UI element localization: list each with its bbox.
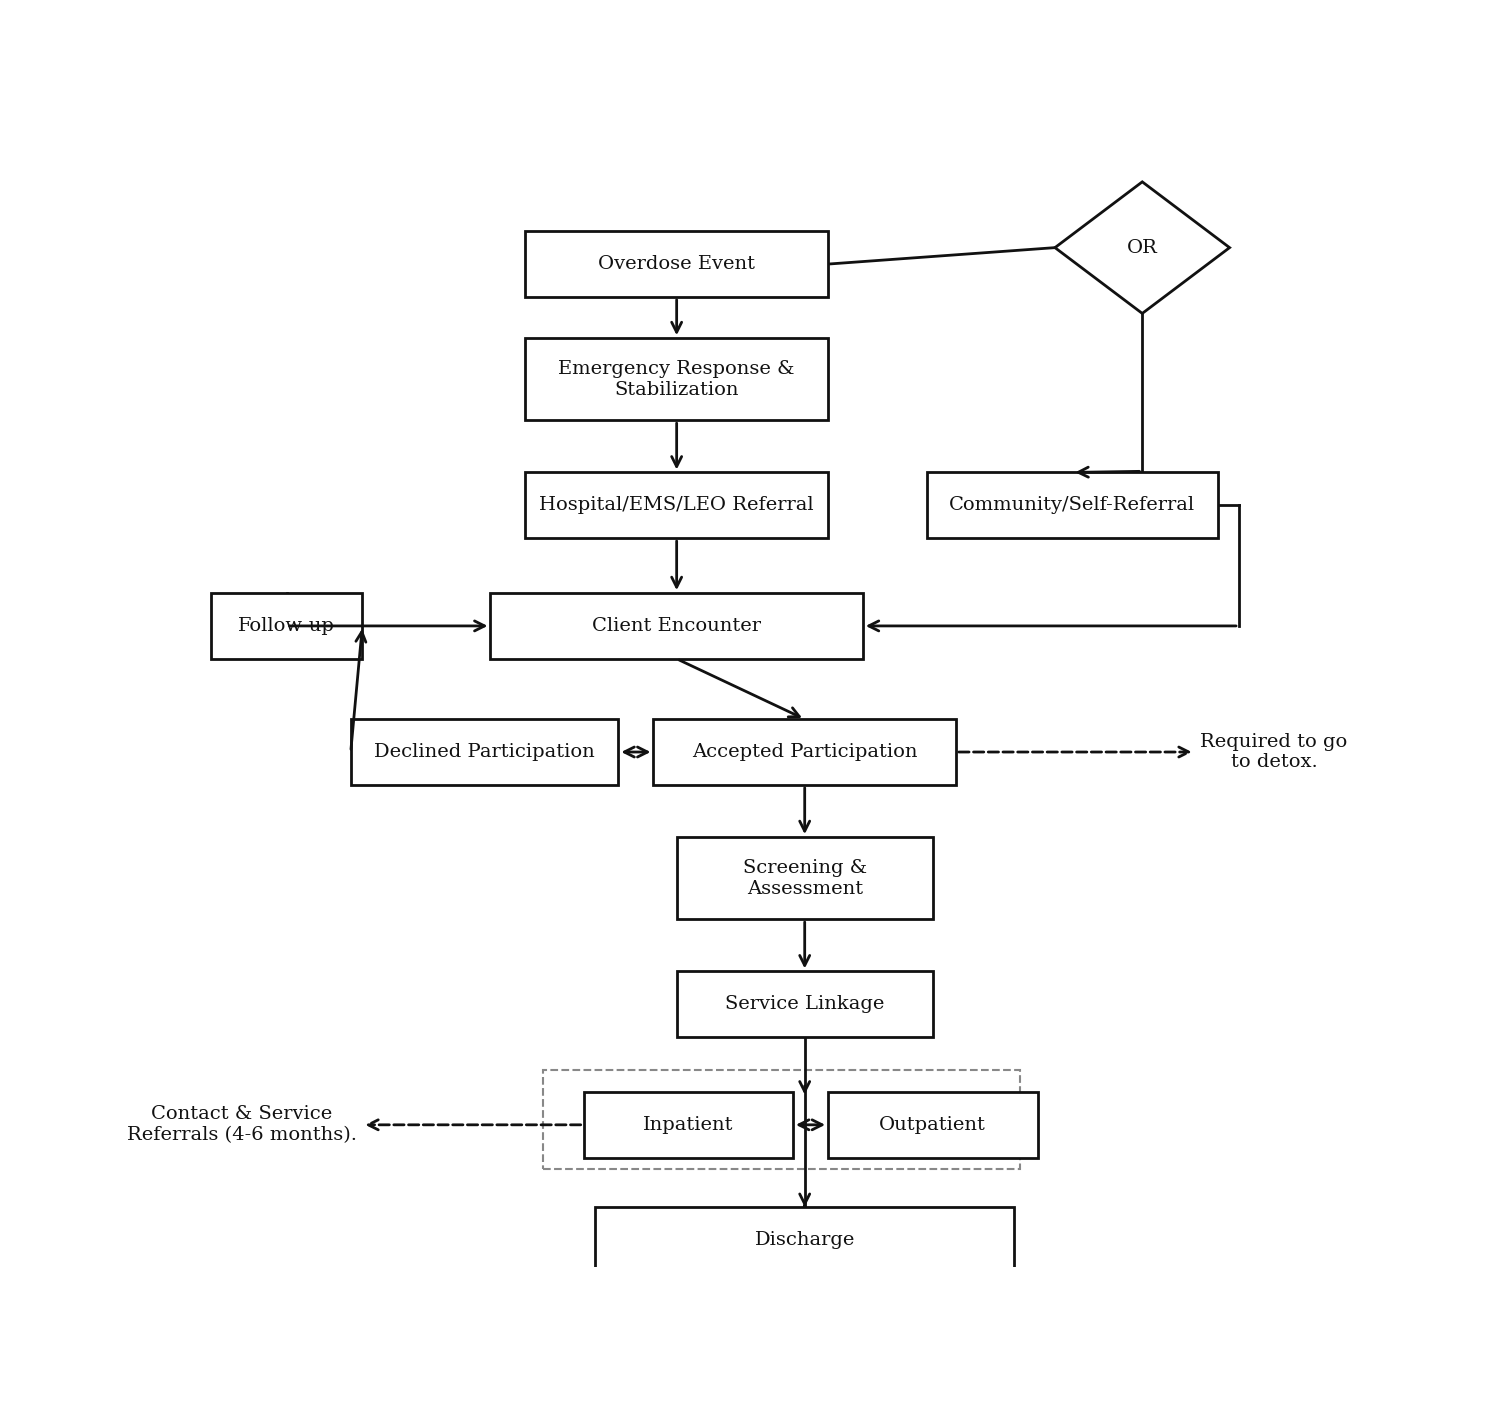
- Text: Accepted Participation: Accepted Participation: [692, 743, 918, 760]
- Bar: [351, 719, 619, 785]
- Text: Declined Participation: Declined Participation: [374, 743, 595, 760]
- Text: Outpatient: Outpatient: [879, 1116, 987, 1134]
- Bar: [927, 473, 1218, 538]
- Bar: [490, 592, 864, 659]
- Text: Emergency Response &
Stabilization: Emergency Response & Stabilization: [559, 360, 795, 399]
- Text: OR: OR: [1126, 239, 1158, 256]
- Polygon shape: [1054, 182, 1230, 313]
- Text: Discharge: Discharge: [754, 1230, 855, 1249]
- Text: Hospital/EMS/LEO Referral: Hospital/EMS/LEO Referral: [539, 497, 814, 514]
- Text: Required to go
to detox.: Required to go to detox.: [1200, 732, 1347, 772]
- Bar: [542, 1069, 1020, 1169]
- Text: Client Encounter: Client Encounter: [592, 617, 762, 635]
- Bar: [677, 971, 933, 1037]
- Bar: [828, 1092, 1038, 1158]
- Bar: [526, 231, 828, 298]
- Text: Follow-up: Follow-up: [239, 617, 335, 635]
- Bar: [595, 1208, 1014, 1273]
- Text: Community/Self-Referral: Community/Self-Referral: [949, 497, 1196, 514]
- Text: Contact & Service
Referrals (4-6 months).: Contact & Service Referrals (4-6 months)…: [126, 1105, 356, 1145]
- Bar: [526, 473, 828, 538]
- Text: Screening &
Assessment: Screening & Assessment: [742, 859, 867, 897]
- Bar: [653, 719, 957, 785]
- Bar: [677, 837, 933, 920]
- Text: Service Linkage: Service Linkage: [725, 995, 885, 1014]
- Text: Inpatient: Inpatient: [643, 1116, 733, 1134]
- Text: Overdose Event: Overdose Event: [598, 255, 756, 273]
- Bar: [526, 337, 828, 420]
- Bar: [210, 592, 362, 659]
- Bar: [583, 1092, 793, 1158]
